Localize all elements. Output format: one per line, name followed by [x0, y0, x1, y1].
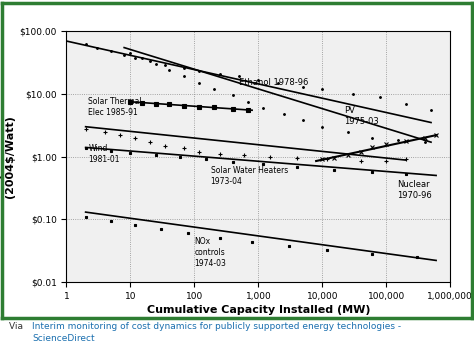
Text: Solar Water Heaters
1973-04: Solar Water Heaters 1973-04 — [210, 166, 288, 185]
Text: Nuclear
1970-96: Nuclear 1970-96 — [398, 180, 432, 200]
Text: Ethanol 1978-96: Ethanol 1978-96 — [239, 78, 309, 87]
Text: Wind
1981-01: Wind 1981-01 — [88, 144, 120, 164]
Text: Via: Via — [9, 322, 27, 331]
X-axis label: Cumulative Capacity Installed (MW): Cumulative Capacity Installed (MW) — [146, 305, 370, 315]
Text: NOx
controls
1974-03: NOx controls 1974-03 — [194, 237, 226, 268]
Text: PV
1975-03: PV 1975-03 — [344, 106, 379, 126]
Text: Solar Thermal
Elec 1985-91: Solar Thermal Elec 1985-91 — [88, 97, 142, 117]
Text: Interim monitoring of cost dynamics for publicly supported energy technologies -: Interim monitoring of cost dynamics for … — [32, 322, 401, 343]
Y-axis label: Capital Cost
(2004$/Watt): Capital Cost (2004$/Watt) — [0, 115, 15, 198]
